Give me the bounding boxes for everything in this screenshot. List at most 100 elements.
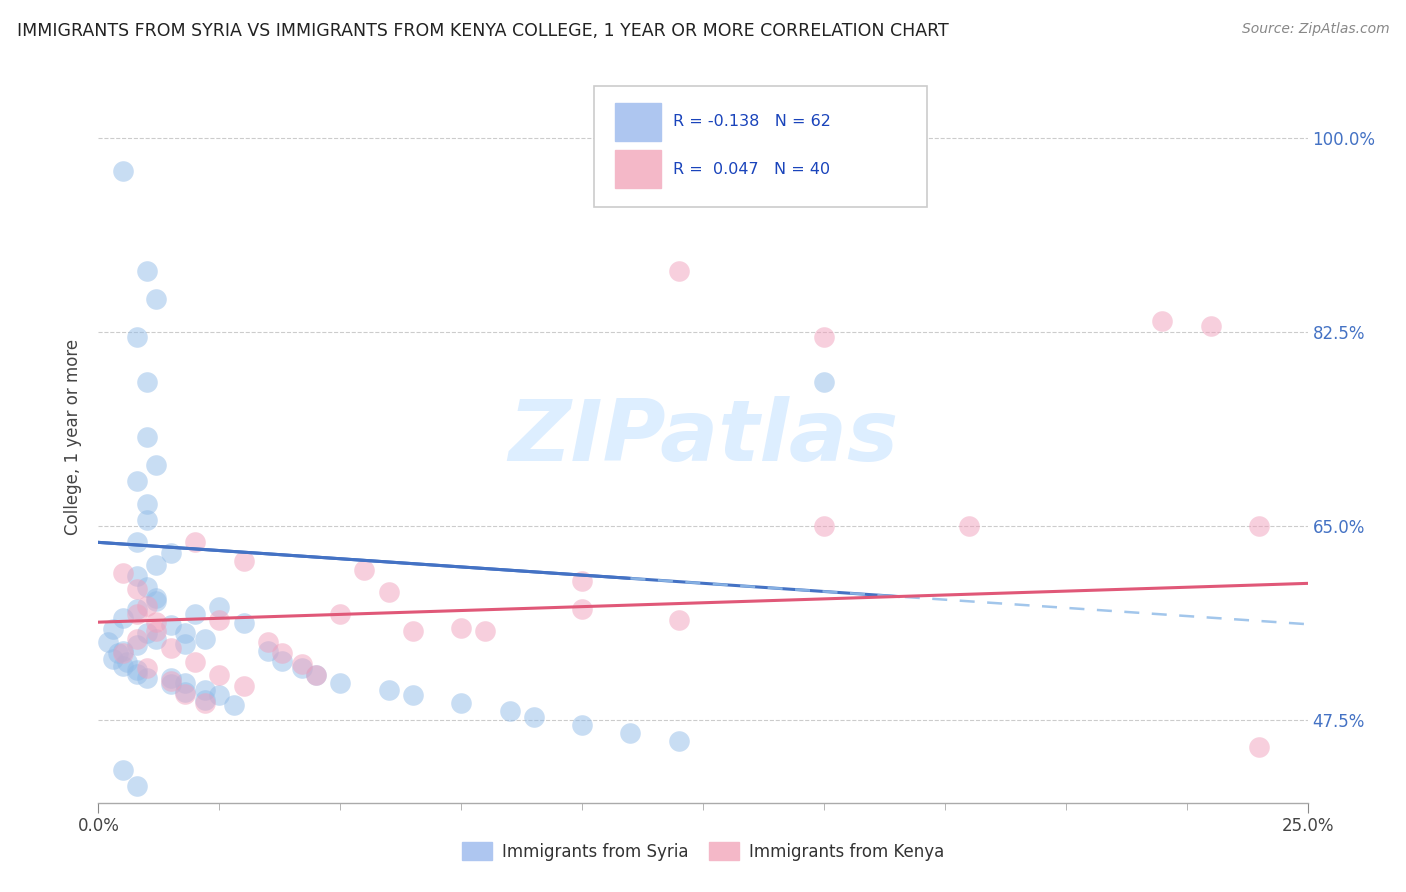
Point <box>271 646 294 660</box>
Point <box>813 518 835 533</box>
Point <box>523 710 546 724</box>
Point <box>127 582 149 596</box>
Point <box>194 692 217 706</box>
Point <box>111 763 134 777</box>
Point <box>127 568 149 582</box>
Point <box>127 607 149 622</box>
Point <box>174 676 197 690</box>
Point <box>450 696 472 710</box>
Point <box>290 660 312 674</box>
Point <box>145 558 167 572</box>
Point <box>571 602 593 616</box>
Point <box>135 375 157 389</box>
Point <box>97 635 120 649</box>
Point <box>145 624 167 638</box>
Bar <box>614 103 661 141</box>
Point <box>256 644 278 658</box>
Point <box>117 655 139 669</box>
Point <box>208 613 231 627</box>
Point <box>135 264 157 278</box>
Text: Source: ZipAtlas.com: Source: ZipAtlas.com <box>1241 22 1389 37</box>
Point <box>498 704 520 718</box>
Point <box>194 682 217 697</box>
Point <box>160 677 183 691</box>
Point <box>135 660 157 674</box>
Point <box>329 676 352 690</box>
Point <box>160 546 183 560</box>
Text: IMMIGRANTS FROM SYRIA VS IMMIGRANTS FROM KENYA COLLEGE, 1 YEAR OR MORE CORRELATI: IMMIGRANTS FROM SYRIA VS IMMIGRANTS FROM… <box>17 22 949 40</box>
Point <box>111 566 134 581</box>
Point <box>232 554 254 568</box>
Point <box>111 611 134 625</box>
Point <box>813 330 835 344</box>
Bar <box>614 151 661 188</box>
Point <box>329 607 352 622</box>
Point <box>957 518 980 533</box>
Text: R = -0.138   N = 62: R = -0.138 N = 62 <box>672 114 831 129</box>
Point <box>305 668 328 682</box>
Point <box>127 667 149 681</box>
Point <box>668 733 690 747</box>
Point <box>127 330 149 344</box>
Point <box>1249 518 1271 533</box>
Point <box>208 668 231 682</box>
Point <box>194 632 217 646</box>
Point <box>450 621 472 635</box>
Point <box>474 624 496 638</box>
Point <box>174 637 197 651</box>
Point <box>145 591 167 605</box>
Point <box>127 779 149 793</box>
Point <box>194 696 217 710</box>
Text: ZIPatlas: ZIPatlas <box>508 395 898 479</box>
Point <box>160 671 183 685</box>
Y-axis label: College, 1 year or more: College, 1 year or more <box>63 339 82 535</box>
Point <box>111 644 134 658</box>
Point <box>145 615 167 629</box>
Point <box>222 698 245 713</box>
Point <box>160 673 183 688</box>
Point <box>1199 319 1222 334</box>
Point <box>135 580 157 594</box>
Point <box>135 513 157 527</box>
Point <box>174 685 197 699</box>
Point <box>111 164 134 178</box>
Point <box>174 687 197 701</box>
Point <box>402 624 425 638</box>
Point <box>135 671 157 685</box>
Point <box>353 563 375 577</box>
Point <box>208 599 231 614</box>
Point <box>107 646 129 660</box>
Point <box>127 632 149 646</box>
Point <box>127 475 149 489</box>
Point <box>174 626 197 640</box>
Point <box>813 375 835 389</box>
Point <box>135 430 157 444</box>
Point <box>160 640 183 655</box>
Point <box>619 726 641 740</box>
Point <box>305 668 328 682</box>
Point <box>135 626 157 640</box>
Point <box>377 585 399 599</box>
Point <box>1249 740 1271 755</box>
Point <box>184 655 207 669</box>
Legend: Immigrants from Syria, Immigrants from Kenya: Immigrants from Syria, Immigrants from K… <box>456 836 950 868</box>
Point <box>135 497 157 511</box>
Point <box>571 574 593 589</box>
Point <box>127 639 149 653</box>
Point <box>101 622 124 636</box>
Point <box>184 535 207 549</box>
Point <box>111 646 134 660</box>
Point <box>232 616 254 631</box>
Point <box>377 682 399 697</box>
Point <box>135 599 157 613</box>
Point <box>208 688 231 702</box>
Point <box>184 607 207 622</box>
Point <box>290 657 312 672</box>
Point <box>668 613 690 627</box>
Point <box>232 680 254 694</box>
Point <box>1152 314 1174 328</box>
Point <box>160 618 183 632</box>
Point <box>571 718 593 732</box>
FancyBboxPatch shape <box>595 86 927 207</box>
Point <box>145 292 167 306</box>
